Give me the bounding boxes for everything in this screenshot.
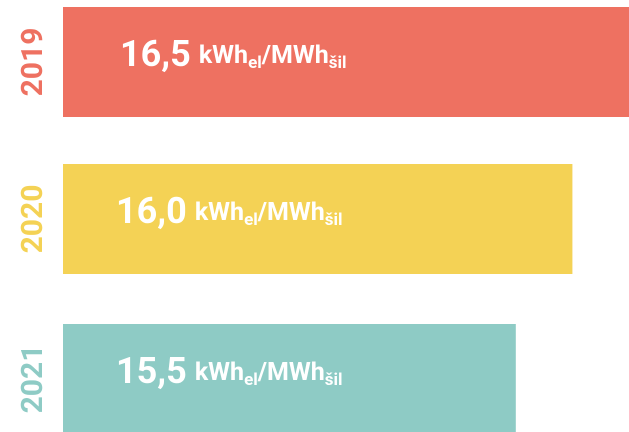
unit: /MWh	[257, 358, 325, 387]
unit-sub: šil	[329, 53, 347, 73]
category-label: 2019	[15, 28, 50, 97]
unit: kWh	[195, 198, 244, 227]
bar	[63, 7, 629, 117]
unit: /MWh	[261, 41, 329, 70]
category-label: 2021	[15, 345, 50, 414]
value-number: 15,5	[116, 350, 187, 392]
value-number: 16,0	[116, 190, 187, 232]
category-label: 2020	[15, 185, 50, 254]
bar	[63, 324, 516, 432]
unit-sub: el	[244, 210, 258, 230]
unit: kWh	[195, 358, 244, 387]
value-label: 15,5 kWhel/MWhšil	[116, 350, 343, 392]
value-number: 16,5	[120, 33, 191, 75]
unit: kWh	[199, 41, 248, 70]
value-label: 16,0 kWhel/MWhšil	[116, 190, 343, 232]
unit-sub: el	[244, 370, 258, 390]
unit-sub: šil	[325, 210, 343, 230]
unit-sub: el	[248, 53, 262, 73]
unit: /MWh	[257, 198, 325, 227]
bar	[63, 164, 573, 274]
unit-sub: šil	[325, 370, 343, 390]
value-label: 16,5 kWhel/MWhšil	[120, 33, 347, 75]
